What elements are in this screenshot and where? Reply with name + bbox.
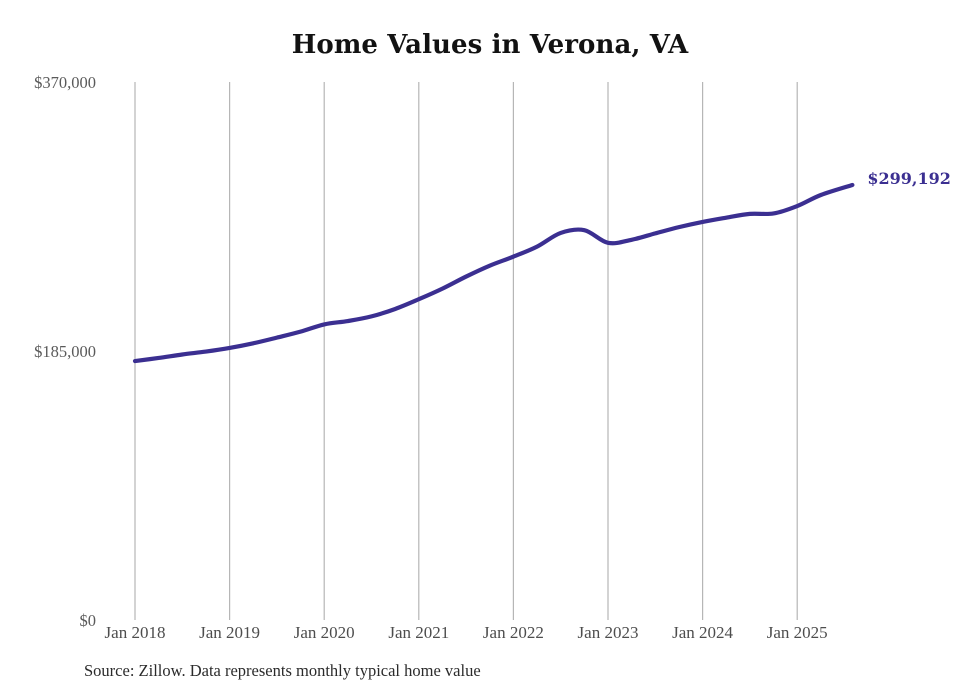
x-tick-label-jan-2024: Jan 2024 — [672, 623, 734, 642]
x-tick-label-jan-2023: Jan 2023 — [577, 623, 639, 642]
end-value-annotation: $299,192 — [867, 168, 951, 188]
y-tick-label-0: $0 — [79, 611, 97, 630]
home-value-line — [132, 182, 855, 364]
x-tick-label-jan-2018: Jan 2018 — [104, 623, 166, 642]
chart-title: Home Values in Verona, VA — [291, 30, 689, 60]
x-tick-label-jan-2019: Jan 2019 — [199, 623, 261, 642]
x-tick-label-jan-2022: Jan 2022 — [482, 623, 544, 642]
x-tick-label-jan-2021: Jan 2021 — [388, 623, 450, 642]
y-tick-label-370000: $370,000 — [34, 73, 96, 92]
y-tick-label-185000: $185,000 — [34, 342, 96, 361]
x-tick-label-jan-2025: Jan 2025 — [766, 623, 828, 642]
gridlines — [134, 82, 798, 620]
x-tick-label-jan-2020: Jan 2020 — [293, 623, 355, 642]
source-note: Source: Zillow. Data represents monthly … — [84, 661, 481, 680]
